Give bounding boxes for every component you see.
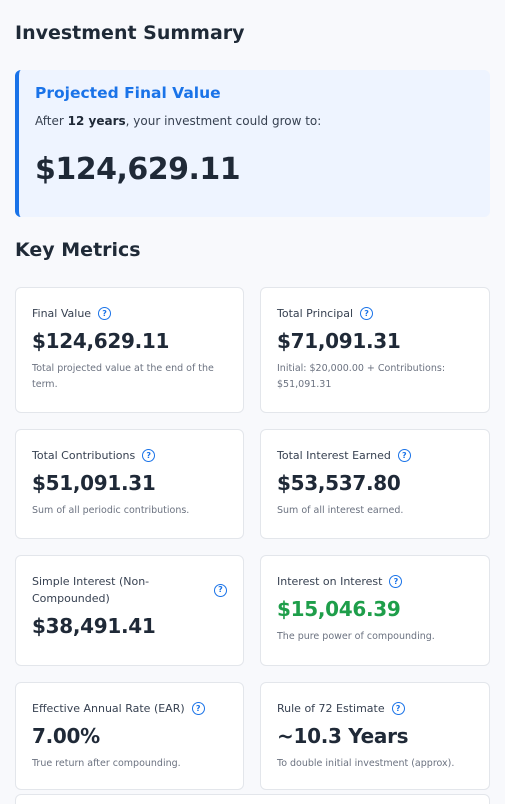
metric-card-final-value: Final Value ? $124,629.11 Total projecte… — [15, 287, 244, 413]
investment-summary-title: Investment Summary — [15, 22, 245, 44]
metric-value: $53,537.80 — [277, 471, 401, 496]
projected-final-value-panel: Projected Final Value After 12 years, yo… — [15, 70, 490, 217]
metric-description: Sum of all periodic contributions. — [32, 505, 190, 517]
help-circle-icon[interactable]: ? — [191, 702, 205, 716]
metric-value: $38,491.41 — [32, 614, 156, 639]
metric-card-simple-interest: Simple Interest (Non-Compounded) ? $38,4… — [15, 555, 244, 666]
metric-label-row: Total Interest Earned ? — [277, 447, 473, 464]
metric-value: $15,046.39 — [277, 597, 401, 622]
metric-card-total-contributions: Total Contributions ? $51,091.31 Sum of … — [15, 429, 244, 539]
metric-description: The pure power of compounding. — [277, 631, 435, 643]
metric-card-total-interest-earned: Total Interest Earned ? $53,537.80 Sum o… — [260, 429, 490, 539]
projection-subtitle: After 12 years, your investment could gr… — [35, 114, 490, 128]
projection-years: 12 years — [67, 113, 126, 128]
metric-label: Interest on Interest — [277, 575, 383, 588]
metric-label: Total Contributions — [32, 449, 136, 462]
metric-label: Effective Annual Rate (EAR) — [32, 702, 185, 715]
help-circle-icon[interactable]: ? — [142, 449, 156, 463]
metric-description: True return after compounding. — [32, 758, 181, 770]
metric-card-interest-on-interest: Interest on Interest ? $15,046.39 The pu… — [260, 555, 490, 666]
projected-final-value-title: Projected Final Value — [35, 84, 221, 102]
metric-description: Initial: $20,000.00 + Contributions: $51… — [277, 363, 446, 391]
projected-final-value-amount: $124,629.11 — [35, 151, 241, 187]
metric-value: $71,091.31 — [277, 329, 401, 354]
metric-label-row: Total Contributions ? — [32, 447, 227, 464]
metric-label-row: Interest on Interest ? — [277, 573, 473, 590]
help-circle-icon[interactable]: ? — [98, 307, 112, 321]
metric-label: Final Value — [32, 307, 92, 320]
metric-card-effective-annual-rate: Effective Annual Rate (EAR) ? 7.00% True… — [15, 682, 244, 790]
metric-value: 7.00% — [32, 724, 100, 749]
projection-subtitle-prefix: After — [35, 113, 68, 128]
metric-label: Total Interest Earned — [277, 449, 391, 462]
metric-label-row: Simple Interest (Non-Compounded) ? — [32, 573, 227, 607]
help-circle-icon[interactable]: ? — [360, 307, 374, 321]
help-circle-icon[interactable]: ? — [389, 575, 403, 589]
metric-value: $51,091.31 — [32, 471, 156, 496]
metric-description: Sum of all interest earned. — [277, 505, 404, 517]
metric-label: Simple Interest (Non-Compounded) — [32, 575, 150, 606]
metric-value: $124,629.11 — [32, 329, 170, 354]
help-circle-icon[interactable]: ? — [214, 583, 227, 597]
metric-label-row: Effective Annual Rate (EAR) ? — [32, 700, 227, 717]
metric-description: Total projected value at the end of the … — [32, 363, 214, 391]
help-circle-icon[interactable]: ? — [391, 702, 405, 716]
metric-label-row: Total Principal ? — [277, 305, 473, 322]
metric-description: To double initial investment (approx). — [277, 758, 455, 770]
metric-label: Total Principal — [277, 307, 354, 320]
help-circle-icon[interactable]: ? — [397, 449, 411, 463]
metric-label: Rule of 72 Estimate — [277, 702, 385, 715]
metric-card-rule-of-72: Rule of 72 Estimate ? ~10.3 Years To dou… — [260, 682, 490, 790]
metric-value: ~10.3 Years — [277, 724, 409, 749]
projection-subtitle-suffix: , your investment could grow to: — [125, 113, 322, 128]
key-metrics-title: Key Metrics — [15, 239, 141, 261]
metric-label-row: Rule of 72 Estimate ? — [277, 700, 473, 717]
metric-card-total-principal: Total Principal ? $71,091.31 Initial: $2… — [260, 287, 490, 413]
metric-label-row: Final Value ? — [32, 305, 227, 322]
metric-card-partial — [15, 794, 490, 804]
